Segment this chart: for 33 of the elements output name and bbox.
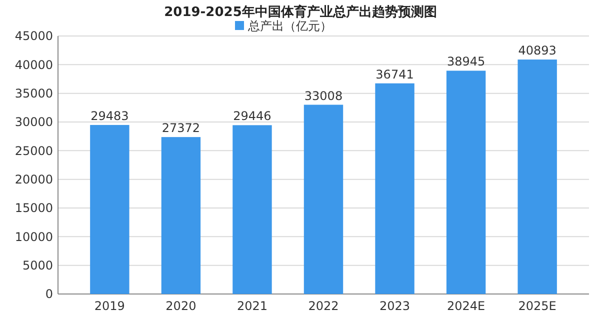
y-tick-label: 5000 [22, 258, 53, 273]
x-tick-label: 2021 [236, 299, 268, 313]
data-label: 38945 [446, 54, 486, 69]
bar [304, 104, 344, 294]
bar [232, 125, 272, 294]
y-tick-label: 0 [45, 287, 53, 302]
y-tick-label: 10000 [14, 230, 53, 244]
data-label: 36741 [376, 67, 414, 82]
y-tick-label: 40000 [14, 58, 53, 72]
data-label: 29446 [233, 109, 272, 124]
data-label: 27372 [162, 121, 200, 136]
bar [518, 60, 557, 294]
data-label: 29483 [90, 108, 129, 123]
x-tick-label: 2024E [446, 299, 486, 313]
y-tick-label: 45000 [14, 29, 53, 44]
y-tick-label: 20000 [14, 172, 53, 187]
x-tick-label: 2023 [380, 299, 410, 313]
bar [446, 70, 486, 294]
x-tick-label: 2022 [308, 299, 339, 313]
y-tick-label: 15000 [14, 201, 53, 216]
bar [90, 124, 130, 294]
data-label: 33008 [304, 88, 343, 103]
bar [161, 137, 201, 294]
y-tick-label: 25000 [14, 144, 53, 158]
y-tick-label: 30000 [14, 115, 53, 130]
bar [375, 83, 414, 294]
chart-title: 2019-2025年中国体育产业总产出趋势预测图 [164, 4, 437, 20]
x-tick-label: 2019 [94, 299, 125, 313]
legend-label: 总产出（亿元） [247, 19, 332, 33]
y-tick-label: 35000 [14, 86, 53, 101]
x-tick-label: 2020 [166, 299, 196, 313]
data-label: 40893 [518, 44, 556, 58]
x-tick-label: 2025E [518, 299, 556, 313]
